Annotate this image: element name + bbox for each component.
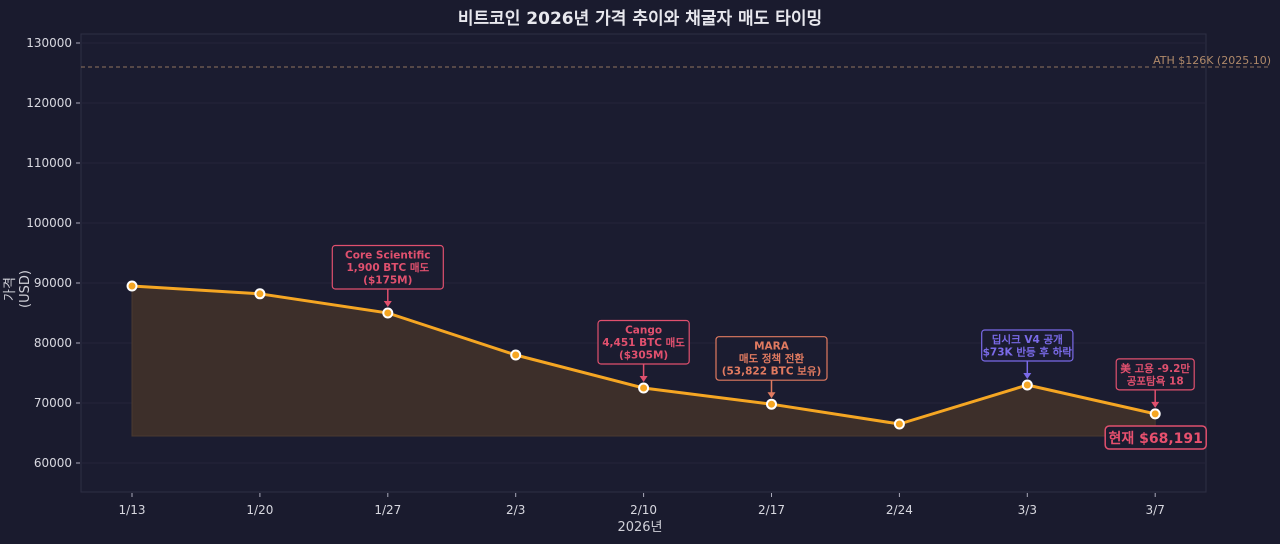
annotation-text: 매도 정책 전환 (739, 352, 805, 365)
y-tick-label: 90000 (34, 276, 72, 290)
x-tick-label: 2/24 (886, 503, 913, 517)
y-tick-label: 130000 (26, 36, 72, 50)
x-axis-label: 2026년 (617, 520, 663, 535)
x-tick-label: 3/7 (1146, 503, 1165, 517)
data-point (1021, 379, 1033, 391)
annotation-text: 4,451 BTC 매도 (602, 336, 685, 349)
data-point (126, 280, 138, 292)
y-tick-label: 60000 (34, 456, 72, 470)
annotation-text: Core Scientific (345, 250, 430, 262)
ath-label: ATH $126K (2025.10) (1153, 54, 1271, 67)
x-tick-label: 1/27 (374, 503, 401, 517)
arrow-head-icon (639, 376, 648, 382)
annotation-text: 美 고용 -9.2만 (1120, 362, 1190, 375)
annotation-text: Cango (625, 325, 662, 337)
x-tick-label: 2/17 (758, 503, 785, 517)
data-point (254, 288, 266, 300)
arrow-head-icon (1151, 401, 1160, 408)
data-point (1149, 408, 1161, 420)
data-point (382, 307, 394, 319)
annotation-text: ($305M) (619, 350, 668, 362)
current-price-badge (1104, 425, 1207, 450)
y-tick-label: 100000 (26, 216, 72, 230)
annotation-text: 공포탐욕 18 (1127, 375, 1184, 387)
annotation-text: $73K 반등 후 하락 (983, 346, 1073, 359)
arrow-head-icon (1023, 373, 1032, 379)
x-tick-label: 2/3 (506, 503, 525, 517)
y-tick-label: 80000 (34, 336, 72, 350)
y-tick-label: 70000 (34, 396, 72, 410)
data-point (766, 398, 777, 410)
annotation-text: (53,822 BTC 보유) (722, 366, 822, 378)
data-point (893, 418, 905, 430)
arrow-head-icon (383, 301, 392, 307)
annotation-text: MARA (754, 341, 790, 353)
x-tick-label: 1/13 (119, 503, 146, 517)
annotation-text: 1,900 BTC 매도 (346, 261, 429, 274)
current-price-label: 현재 $68,191 (1108, 431, 1202, 447)
x-tick-label: 3/3 (1018, 503, 1037, 517)
x-tick-label: 2/10 (630, 503, 657, 517)
annotation-text: ($175M) (363, 275, 412, 287)
arrow-head-icon (767, 392, 776, 399)
y-tick-label: 110000 (26, 156, 72, 170)
annotation-text: 딥시크 V4 공개 (992, 333, 1063, 346)
y-tick-label: 120000 (26, 96, 72, 110)
x-tick-label: 1/20 (246, 503, 273, 517)
data-point (638, 382, 650, 394)
chart-title: 비트코인 2026년 가격 추이와 채굴자 매도 타이밍 (457, 9, 823, 29)
data-point (510, 349, 522, 361)
